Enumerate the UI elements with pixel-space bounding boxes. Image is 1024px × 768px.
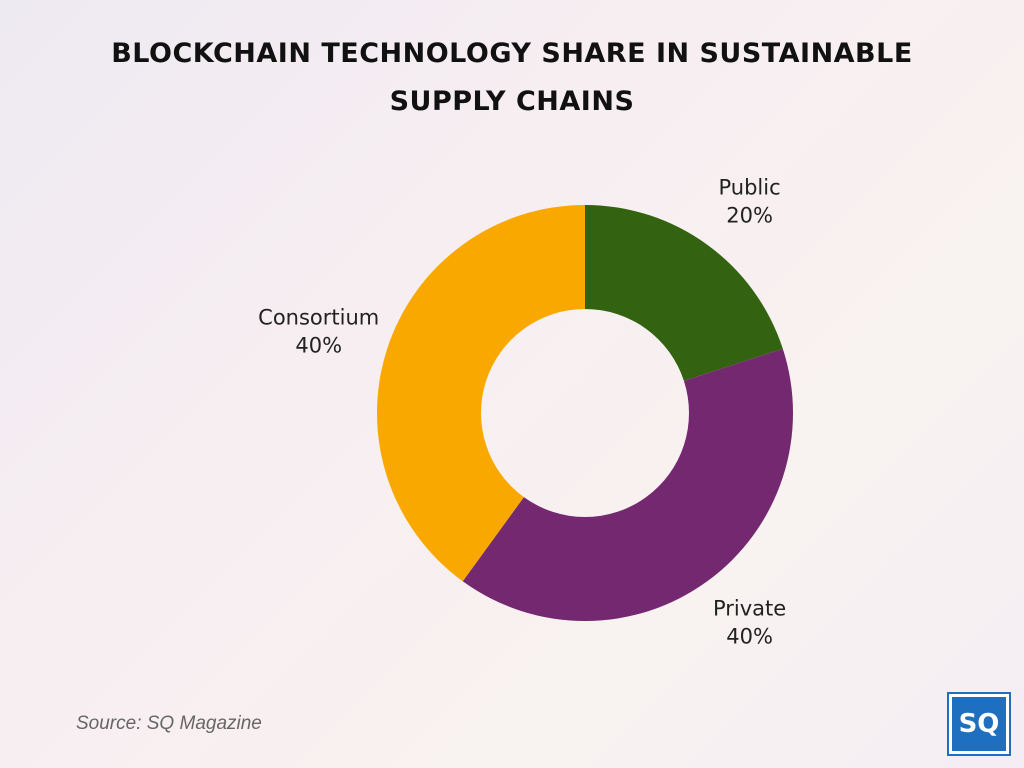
donut-segment (585, 205, 783, 381)
donut-segment (377, 205, 585, 582)
value-label: 40% (726, 624, 773, 648)
segment-label: Private (713, 596, 786, 620)
source-note: Source: SQ Magazine (76, 713, 262, 734)
logo: SQ (947, 692, 1011, 756)
segment-label: Consortium (258, 306, 379, 330)
donut-segment (462, 348, 793, 621)
value-label: 20% (726, 204, 773, 228)
segment-label: Public (719, 176, 781, 200)
value-label: 40% (295, 334, 342, 358)
chart-title: BLOCKCHAIN TECHNOLOGY SHARE IN SUSTAINAB… (111, 38, 913, 117)
